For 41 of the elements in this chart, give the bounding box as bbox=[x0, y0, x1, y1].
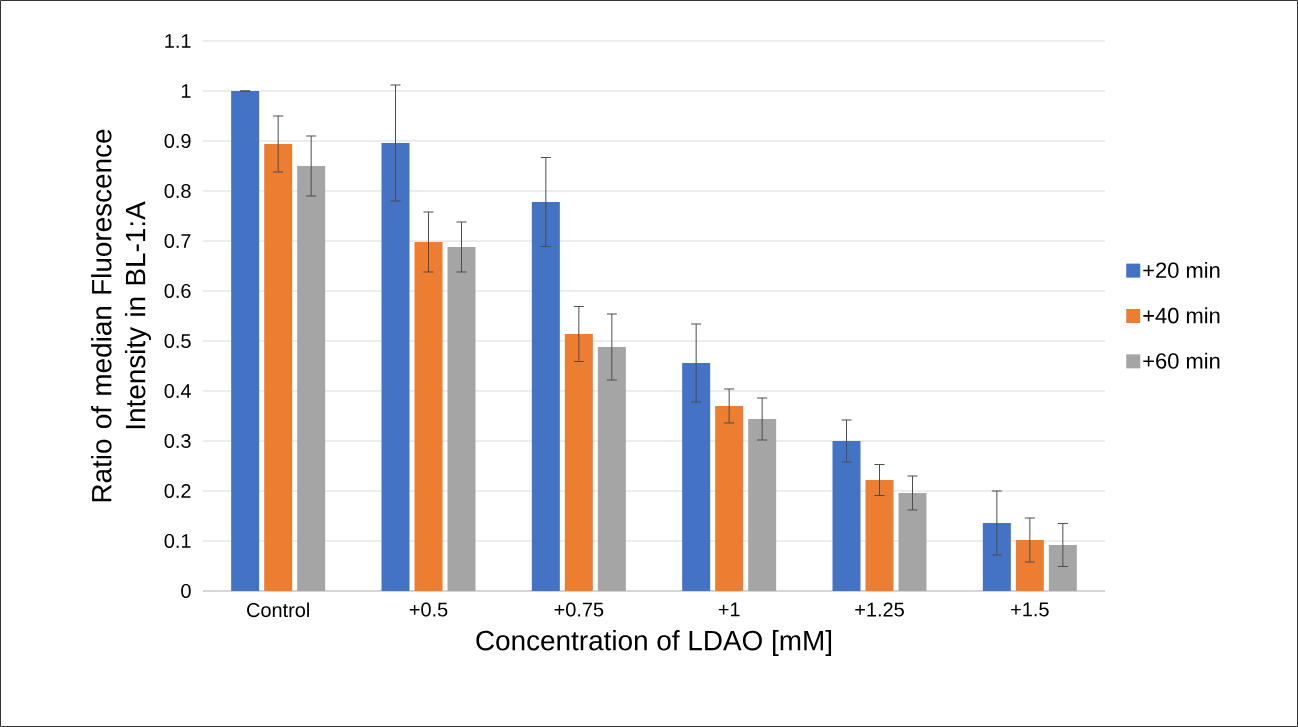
y-tick-label: 0.7 bbox=[164, 233, 191, 249]
bar bbox=[414, 241, 443, 591]
y-tick-label: 0.2 bbox=[164, 483, 191, 499]
x-tick-label: +0.75 bbox=[554, 602, 604, 617]
bar bbox=[1015, 539, 1044, 591]
bar bbox=[564, 333, 593, 591]
bar bbox=[231, 90, 260, 591]
y-tick-label: 0.3 bbox=[164, 433, 191, 449]
bar bbox=[447, 246, 476, 591]
x-tick-label: +1 bbox=[718, 602, 740, 617]
bar bbox=[715, 405, 744, 591]
bar bbox=[597, 346, 626, 591]
y-axis-title: Ratio of median Fluorescence Intensity in BL-1:A bbox=[91, 129, 151, 502]
x-tick-label: +1.5 bbox=[1011, 602, 1049, 617]
y-tick-label: 0.8 bbox=[164, 183, 191, 199]
bar bbox=[898, 492, 927, 591]
bar bbox=[381, 142, 410, 591]
bar bbox=[865, 479, 894, 591]
bar bbox=[264, 143, 293, 591]
bar bbox=[748, 418, 777, 591]
bar bbox=[832, 440, 861, 591]
bar bbox=[297, 165, 326, 591]
x-tick-label: +1.25 bbox=[855, 602, 904, 617]
legend-label: +40 min bbox=[1143, 307, 1220, 324]
x-tick-label: Control bbox=[247, 602, 309, 618]
y-tick-label: 0.4 bbox=[164, 383, 191, 399]
y-tick-label: 0.9 bbox=[164, 133, 191, 149]
y-tick-label: 1.1 bbox=[165, 34, 191, 48]
x-tick-label: +0.5 bbox=[409, 602, 448, 617]
y-tick-label: 0 bbox=[181, 583, 191, 599]
bar bbox=[531, 201, 560, 591]
legend-label: +60 min bbox=[1143, 352, 1220, 369]
legend-label: +20 min bbox=[1143, 261, 1220, 279]
y-tick-label: 1 bbox=[181, 84, 191, 98]
y-tick-label: 0.1 bbox=[164, 533, 191, 549]
y-tick-label: 0.5 bbox=[164, 333, 191, 349]
y-tick-label: 0.6 bbox=[164, 283, 191, 299]
x-axis-title: Concentration of LDAO [mM] bbox=[476, 629, 832, 656]
bar bbox=[982, 522, 1011, 591]
bar bbox=[682, 362, 711, 591]
bar bbox=[1048, 544, 1077, 591]
